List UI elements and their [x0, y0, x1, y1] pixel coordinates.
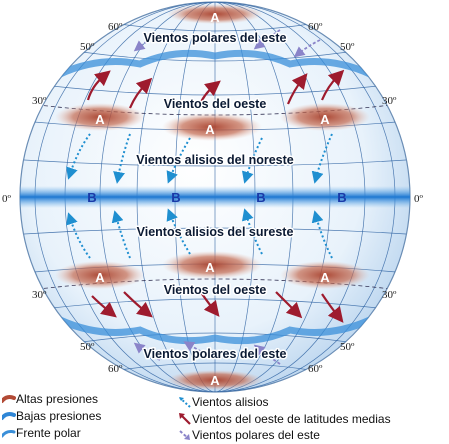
polar-front-swatch-icon: [2, 430, 16, 438]
legend: Altas presiones Bajas presiones Frente p…: [0, 392, 449, 444]
high-pressure-cell: [162, 113, 262, 141]
label-westerlies-north: Vientos del oeste: [164, 97, 267, 111]
high-pressure-cell: [167, 370, 263, 390]
lat-50-south-left: 50º: [80, 341, 95, 353]
lat-50-north-left: 50º: [80, 41, 95, 53]
low-pressure-label: B: [171, 190, 180, 205]
label-trades-northeast: Vientos alisios del noreste: [136, 153, 294, 167]
lat-0-left: 0º: [2, 193, 12, 205]
globe-grid: [20, 2, 410, 392]
equatorial-low-belt: [20, 186, 410, 208]
high-pressure-label: A: [205, 122, 215, 137]
trade-winds-arrows: [66, 133, 333, 259]
trade-winds-swatch-icon: [179, 397, 191, 408]
legend-low-pressure-label: Bajas presiones: [16, 409, 102, 423]
lat-60-north-left: 60º: [108, 21, 123, 33]
low-pressure-label: B: [256, 190, 265, 205]
lat-30-south-left: 30º: [32, 289, 47, 301]
lat-50-south-right: 50º: [340, 341, 355, 353]
high-pressure-label: A: [205, 260, 215, 275]
polar-easterlies-arrows: [133, 29, 321, 365]
high-pressure-cell: [280, 103, 370, 131]
label-trades-southeast: Vientos alisios del sureste: [137, 225, 294, 239]
lat-30-south-right: 30º: [382, 289, 397, 301]
legend-polar-front-label: Frente polar: [16, 426, 81, 440]
high-pressure-cell: [55, 103, 145, 131]
legend-high-pressure-label: Altas presiones: [16, 392, 99, 406]
high-pressure-label: A: [210, 373, 220, 388]
westerlies-arrows: [86, 69, 345, 323]
lat-60-north-right: 60º: [308, 21, 323, 33]
legend-trade-winds-label: Vientos alisios: [192, 395, 269, 409]
high-pressure-cell: [55, 261, 145, 289]
polar-front-south: [56, 316, 374, 345]
high-pressure-cell: [280, 261, 370, 289]
lat-60-south-right: 60º: [308, 363, 323, 375]
lat-30-north-left: 30º: [32, 95, 47, 107]
lat-0-right: 0º: [414, 193, 424, 205]
label-westerlies-south: Vientos del oeste: [164, 283, 267, 297]
legend-westerlies-label: Vientos del oeste de latitudes medias: [192, 412, 391, 426]
high-pressure-label: A: [95, 270, 105, 285]
label-polar-easterlies-north: Vientos polares del este: [144, 31, 287, 45]
low-pressure-label: B: [337, 190, 346, 205]
low-pressure-label: B: [87, 190, 96, 205]
high-pressure-label: A: [95, 112, 105, 127]
high-pressure-label: A: [320, 112, 330, 127]
polar-easterlies-swatch-icon: [179, 430, 190, 440]
lat-60-south-left: 60º: [108, 363, 123, 375]
lat-50-north-right: 50º: [340, 41, 355, 53]
high-pressure-cell: [167, 4, 263, 24]
high-pressure-label: A: [210, 10, 220, 25]
lat-30-north-right: 30º: [382, 95, 397, 107]
high-pressure-swatch-icon: [2, 395, 16, 403]
polar-front-north: [56, 49, 374, 78]
label-polar-easterlies-south: Vientos polares del este: [144, 347, 287, 361]
high-pressure-label: A: [320, 270, 330, 285]
westerlies-swatch-icon: [179, 413, 191, 425]
low-pressure-swatch-icon: [2, 412, 16, 420]
high-pressure-cell: [162, 251, 262, 279]
legend-polar-easterlies-label: Vientos polares del este: [192, 428, 320, 442]
